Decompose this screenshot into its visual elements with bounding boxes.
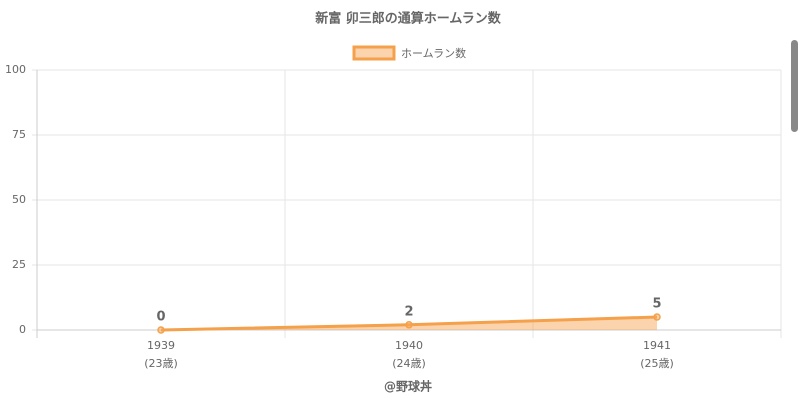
credit: @野球丼 xyxy=(384,379,432,394)
chart-title: 新富 卯三郎の通算ホームラン数 xyxy=(315,11,501,27)
x-tick-sublabel: (24歳) xyxy=(392,357,426,370)
point xyxy=(653,313,661,321)
y-tick-label: 75 xyxy=(12,128,26,141)
y-tick-label: 25 xyxy=(12,258,26,271)
x-tick-sublabel: (23歳) xyxy=(144,357,178,370)
point xyxy=(157,326,165,334)
scrollbar[interactable] xyxy=(791,40,798,132)
x-tick-label: 1939 xyxy=(147,339,175,352)
legend-swatch xyxy=(352,45,396,61)
x-tick-label: 1941 xyxy=(643,339,671,352)
point xyxy=(405,321,413,329)
value-label: 5 xyxy=(652,297,661,312)
y-tick-label: 0 xyxy=(19,323,26,336)
value-label: 2 xyxy=(404,304,413,319)
legend-label: ホームラン数 xyxy=(401,47,466,60)
y-tick-label: 100 xyxy=(5,63,26,76)
value-label: 0 xyxy=(156,310,165,325)
y-tick-label: 50 xyxy=(12,193,26,206)
x-tick-sublabel: (25歳) xyxy=(640,357,674,370)
area xyxy=(161,317,657,330)
x-tick-label: 1940 xyxy=(395,339,423,352)
